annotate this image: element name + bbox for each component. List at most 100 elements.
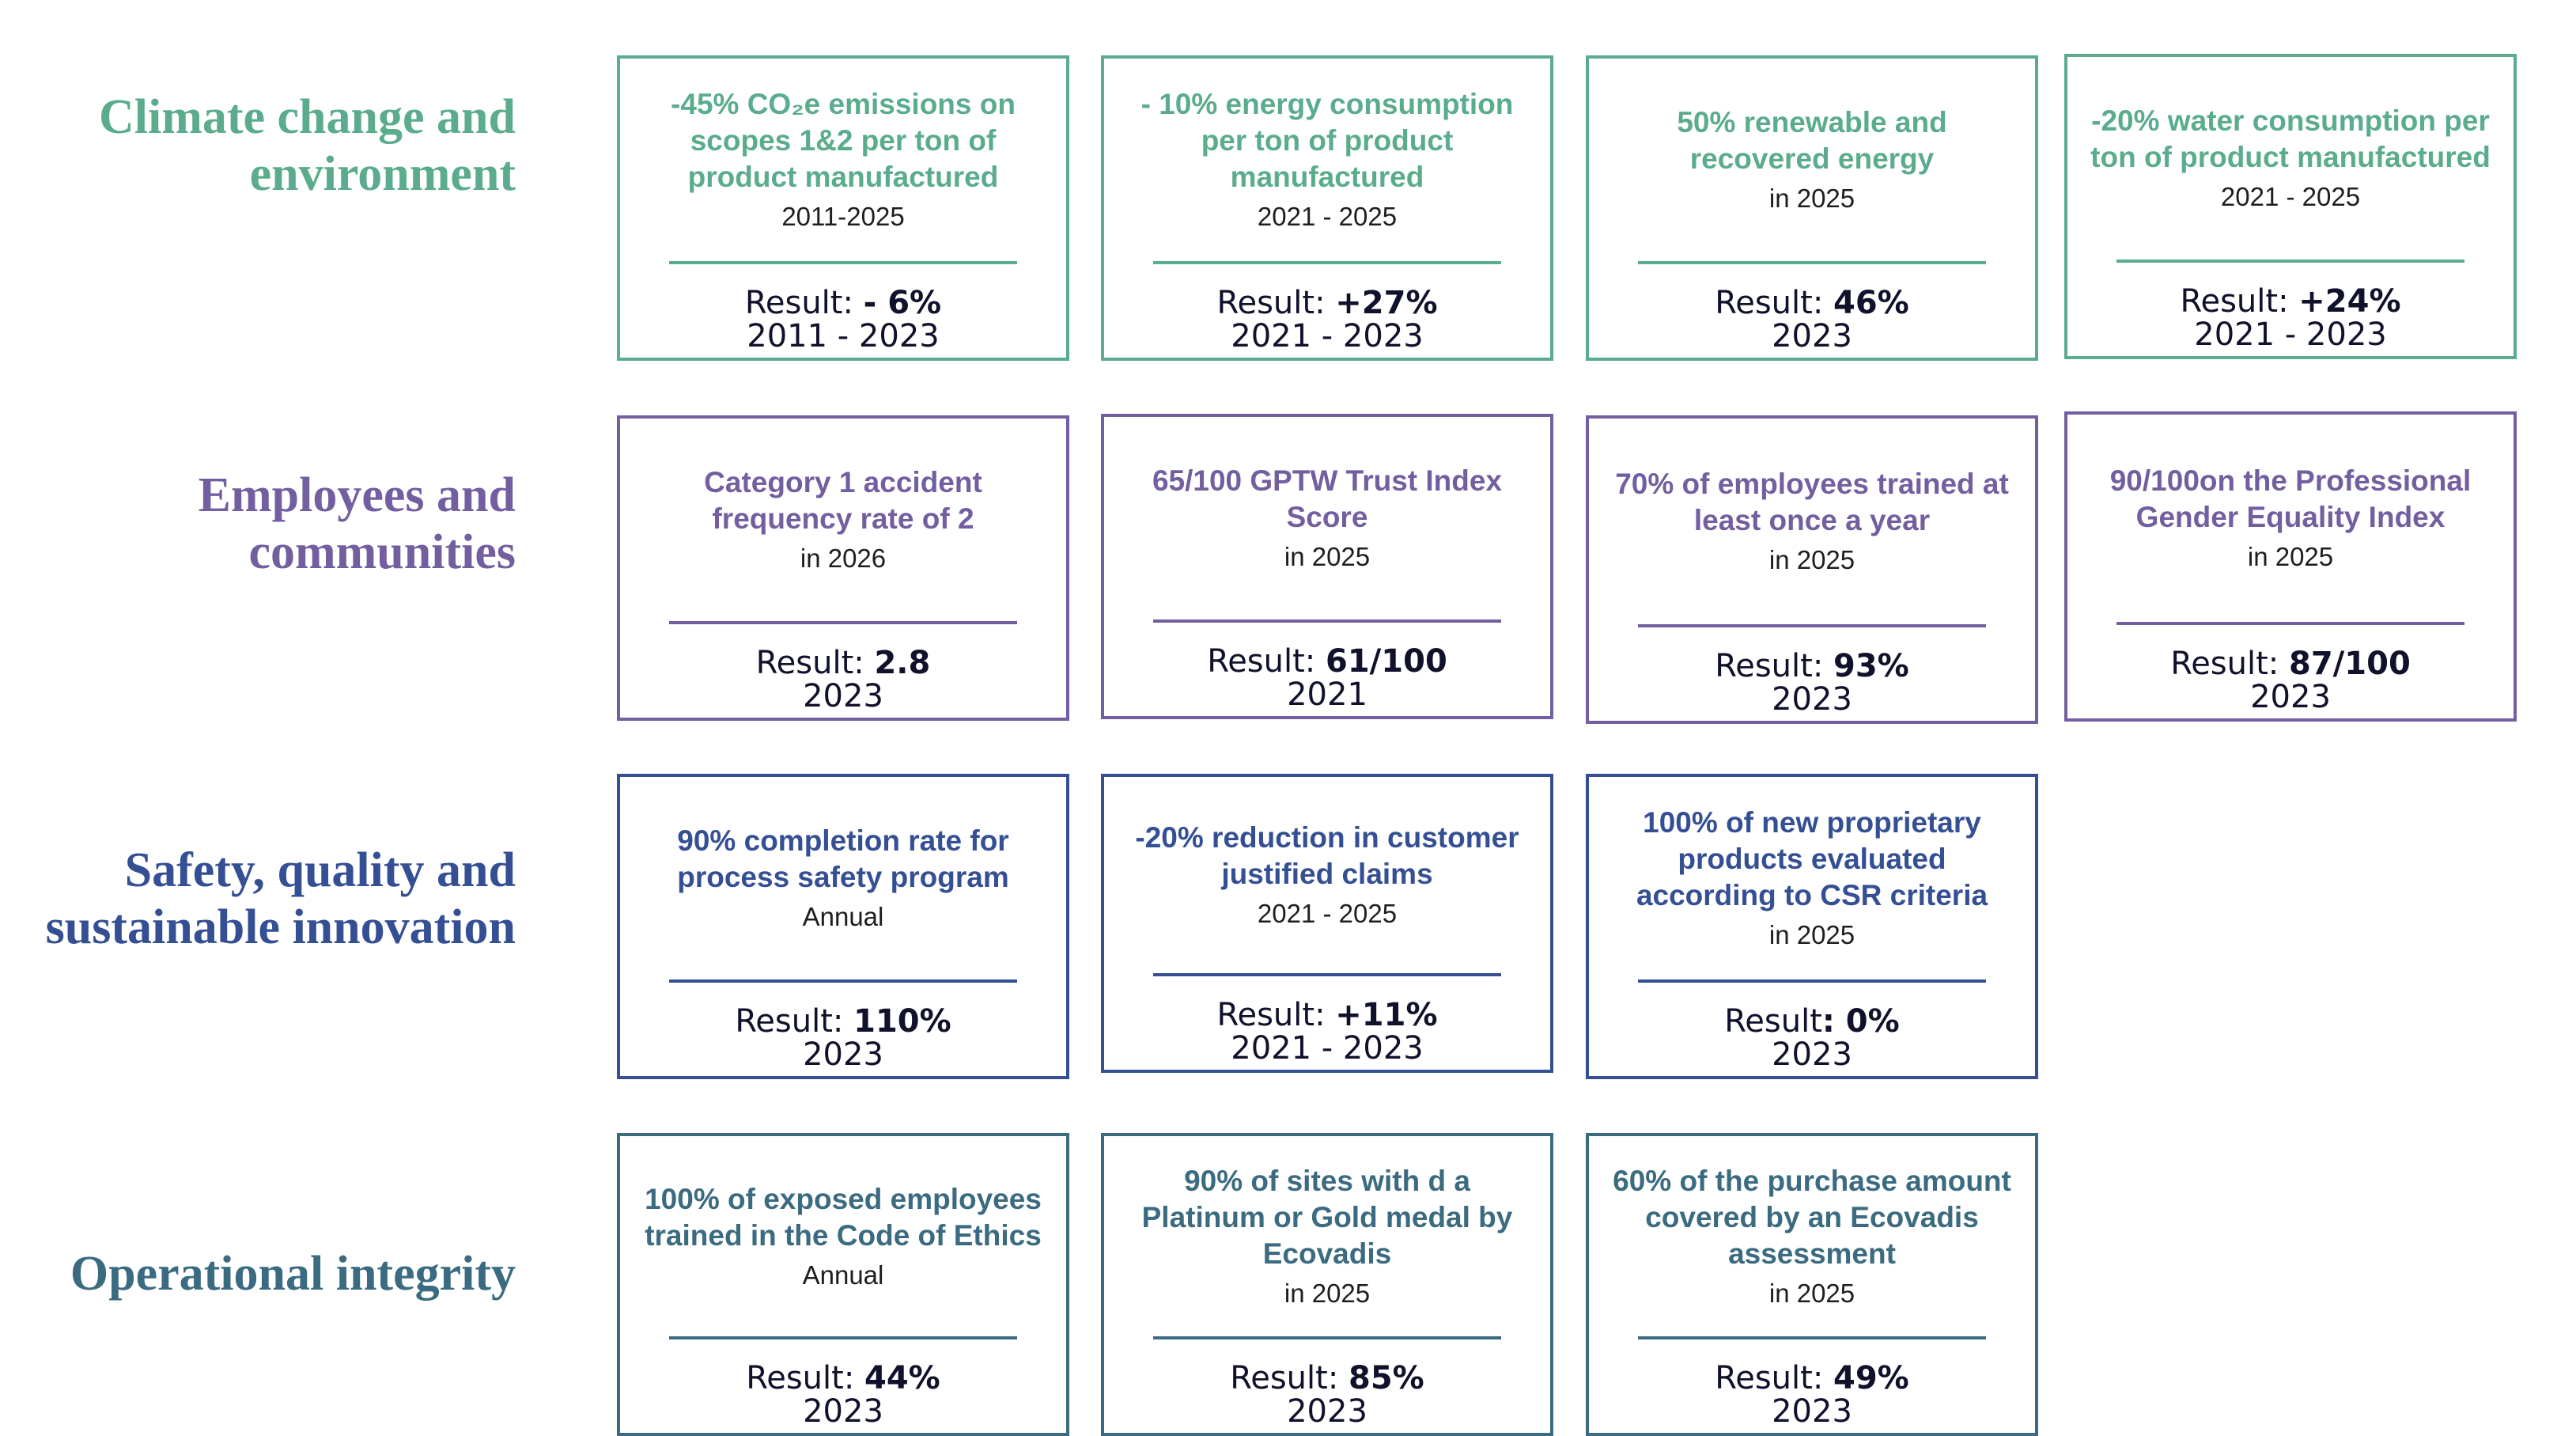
card-goal: 70% of employees trained at least once a… bbox=[1615, 468, 2009, 536]
card-goal: -20% water consumption per ton of produc… bbox=[2090, 104, 2491, 173]
result-value: 110% bbox=[853, 1003, 951, 1040]
card-period: in 2025 bbox=[1768, 1278, 1855, 1308]
kpi-card: 90/100on the Professional Gender Equalit… bbox=[2064, 411, 2517, 722]
result-value: +24% bbox=[2298, 283, 2401, 320]
card-period: in 2025 bbox=[1284, 542, 1371, 571]
card-period: 2011-2025 bbox=[781, 202, 905, 231]
card-period: Annual bbox=[802, 902, 884, 931]
kpi-card: 65/100 GPTW Trust Index Score in 2025 Re… bbox=[1101, 414, 1553, 719]
kpi-card: - 10% energy consumption per ton of prod… bbox=[1101, 55, 1553, 361]
kpi-card: 90% of sites with d a Platinum or Gold m… bbox=[1101, 1133, 1553, 1436]
card-period: in 2025 bbox=[1768, 184, 1855, 213]
card-divider bbox=[1153, 261, 1501, 264]
kpi-card: 60% of the purchase amount covered by an… bbox=[1586, 1133, 2038, 1436]
card-divider bbox=[669, 261, 1017, 264]
card-period: in 2025 bbox=[1768, 545, 1855, 574]
card-period: 2021 - 2025 bbox=[1257, 899, 1398, 928]
card-result-year: 2011 - 2023 bbox=[747, 318, 940, 354]
result-value: +11% bbox=[1335, 997, 1438, 1033]
card-goal: 90% of sites with d a Platinum or Gold m… bbox=[1141, 1164, 1513, 1270]
card-result: Result: 87/100 bbox=[2170, 646, 2411, 682]
card-divider bbox=[669, 621, 1017, 624]
card-result-year: 2021 - 2023 bbox=[2194, 316, 2387, 353]
card-result-year: 2023 bbox=[803, 1393, 883, 1430]
card-result: Result: 93% bbox=[1715, 648, 1909, 684]
card-divider bbox=[669, 979, 1017, 983]
card-result-year: 2023 bbox=[1287, 1393, 1367, 1430]
result-value: 44% bbox=[864, 1360, 940, 1396]
result-value: : 0% bbox=[1821, 1003, 1900, 1040]
card-period: Annual bbox=[802, 1260, 884, 1290]
card-divider bbox=[669, 1336, 1017, 1339]
kpi-card: -45% CO₂e emissions on scopes 1&2 per to… bbox=[617, 55, 1069, 361]
card-result: Result: 85% bbox=[1230, 1360, 1424, 1396]
result-value: 2.8 bbox=[874, 645, 931, 681]
card-result: Result: 44% bbox=[746, 1360, 940, 1396]
card-result: Result: +24% bbox=[2180, 283, 2401, 320]
card-goal: - 10% energy consumption per ton of prod… bbox=[1140, 88, 1514, 193]
result-value: 85% bbox=[1349, 1360, 1424, 1396]
card-period: 2021 - 2025 bbox=[1257, 202, 1398, 231]
card-goal: Category 1 accident frequency rate of 2 bbox=[704, 466, 982, 535]
card-period: in 2025 bbox=[1768, 920, 1855, 949]
card-result: Result: 46% bbox=[1715, 285, 1909, 321]
card-result-year: 2023 bbox=[803, 678, 883, 714]
card-result: Result: 0% bbox=[1724, 1003, 1900, 1040]
card-result: Result: - 6% bbox=[744, 285, 942, 321]
card-goal: 60% of the purchase amount covered by an… bbox=[1613, 1164, 2011, 1270]
kpi-card: 100% of exposed employees trained in the… bbox=[617, 1133, 1069, 1436]
kpi-card: 90% completion rate for process safety p… bbox=[617, 774, 1069, 1079]
card-result: Result: +11% bbox=[1216, 997, 1438, 1033]
card-result-year: 2021 - 2023 bbox=[1231, 318, 1424, 354]
kpi-card: 100% of new proprietary products evaluat… bbox=[1586, 774, 2038, 1079]
card-result-year: 2023 bbox=[1772, 318, 1852, 354]
card-result-year: 2023 bbox=[1772, 1036, 1852, 1073]
kpi-card: -20% water consumption per ton of produc… bbox=[2064, 54, 2517, 359]
card-divider bbox=[2116, 260, 2464, 263]
card-period: in 2025 bbox=[1284, 1278, 1371, 1308]
card-divider bbox=[1638, 979, 1986, 983]
card-goal: 50% renewable and recovered energy bbox=[1677, 106, 1947, 175]
card-result: Result: +27% bbox=[1216, 285, 1438, 321]
result-value: +27% bbox=[1335, 285, 1438, 321]
card-result-year: 2021 bbox=[1287, 676, 1367, 713]
card-goal: 90% completion rate for process safety p… bbox=[677, 824, 1009, 893]
result-value: 49% bbox=[1833, 1360, 1909, 1396]
kpi-card: 50% renewable and recovered energy in 20… bbox=[1586, 55, 2038, 361]
card-result: Result: 49% bbox=[1715, 1360, 1909, 1396]
card-divider bbox=[1638, 624, 1986, 627]
card-divider bbox=[1638, 261, 1986, 264]
row-title-climate: Climate change and environment bbox=[99, 90, 516, 201]
card-period: 2021 - 2025 bbox=[2220, 182, 2361, 211]
card-result-year: 2023 bbox=[803, 1036, 883, 1073]
row-title-integrity: Operational integrity bbox=[70, 1247, 516, 1301]
kpi-card: 70% of employees trained at least once a… bbox=[1586, 415, 2038, 724]
kpi-card: Category 1 accident frequency rate of 2 … bbox=[617, 415, 1069, 721]
kpi-card: -20% reduction in customer justified cla… bbox=[1101, 774, 1553, 1073]
card-divider bbox=[2116, 622, 2464, 625]
card-goal: 100% of exposed employees trained in the… bbox=[645, 1182, 1042, 1252]
result-value: - 6% bbox=[863, 285, 942, 321]
result-value: 87/100 bbox=[2289, 646, 2411, 682]
card-goal: 90/100on the Professional Gender Equalit… bbox=[2109, 464, 2472, 533]
card-goal: 100% of new proprietary products evaluat… bbox=[1636, 806, 1988, 911]
card-goal: 65/100 GPTW Trust Index Score bbox=[1152, 464, 1503, 533]
card-result-year: 2023 bbox=[2250, 679, 2331, 715]
card-divider bbox=[1153, 973, 1501, 976]
card-goal: -20% reduction in customer justified cla… bbox=[1135, 821, 1519, 890]
card-divider bbox=[1638, 1336, 1986, 1339]
card-period: in 2026 bbox=[800, 544, 887, 573]
card-period: in 2025 bbox=[2247, 542, 2334, 571]
row-title-employees: Employees and communities bbox=[198, 468, 516, 579]
card-result-year: 2021 - 2023 bbox=[1231, 1030, 1424, 1067]
row-title-safety: Safety, quality and sustainable innovati… bbox=[45, 843, 516, 954]
card-divider bbox=[1153, 1336, 1501, 1339]
card-result-year: 2023 bbox=[1772, 1393, 1852, 1430]
card-goal: -45% CO₂e emissions on scopes 1&2 per to… bbox=[671, 88, 1016, 193]
card-divider bbox=[1153, 619, 1501, 623]
card-result: Result: 61/100 bbox=[1207, 643, 1447, 680]
result-value: 61/100 bbox=[1326, 643, 1447, 680]
result-value: 46% bbox=[1833, 285, 1909, 321]
card-result: Result: 110% bbox=[735, 1003, 951, 1040]
card-result-year: 2023 bbox=[1772, 681, 1852, 718]
